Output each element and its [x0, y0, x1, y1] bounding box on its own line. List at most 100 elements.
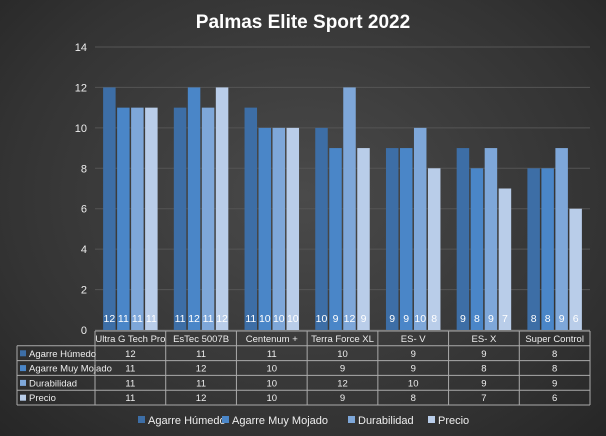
data-label: 11	[203, 313, 214, 325]
bar	[456, 148, 470, 330]
bar	[173, 107, 187, 331]
table-value: 11	[125, 364, 135, 375]
bar	[286, 127, 300, 330]
legend-key	[20, 379, 26, 386]
data-label: 9	[403, 313, 409, 325]
table-value: 12	[125, 349, 136, 360]
table-value: 9	[481, 378, 486, 389]
data-label: 12	[216, 313, 228, 325]
bar	[555, 148, 568, 330]
table-value: 8	[552, 349, 557, 360]
data-label: 6	[573, 313, 579, 325]
table-value: 10	[266, 393, 277, 404]
bar	[329, 148, 342, 330]
table-value: 6	[552, 393, 557, 404]
bar	[413, 127, 427, 330]
table-value: 7	[481, 393, 486, 404]
category-label: Centenum +	[246, 334, 298, 345]
data-label: 10	[259, 313, 271, 325]
data-label: 11	[175, 313, 186, 325]
legend-label: Agarre Húmedo	[148, 415, 226, 427]
legend-marker	[348, 416, 355, 423]
y-tick-label: 0	[81, 325, 87, 337]
table-value: 8	[481, 364, 486, 375]
table-value: 12	[196, 364, 207, 375]
legend-marker	[428, 416, 435, 423]
table-value: 11	[125, 378, 135, 389]
category-label: EsTec 5007B	[173, 334, 229, 345]
data-label: 11	[118, 313, 129, 325]
series-label: Agarre Muy Mojado	[29, 364, 112, 375]
table-value: 10	[408, 378, 419, 389]
category-label: Super Control	[525, 334, 584, 345]
bar	[498, 188, 512, 330]
legend-label: Agarre Muy Mojado	[232, 415, 328, 427]
data-label: 12	[188, 313, 200, 325]
table-value: 8	[411, 393, 416, 404]
legend-key	[20, 365, 26, 372]
bar	[569, 208, 582, 330]
table-value: 10	[337, 349, 348, 360]
table-value: 10	[266, 364, 277, 375]
bar	[272, 127, 286, 330]
table-value: 9	[481, 349, 486, 360]
legend-label: Precio	[438, 415, 469, 427]
data-label: 9	[460, 313, 466, 325]
legend-marker	[138, 416, 145, 423]
data-label: 7	[502, 313, 508, 325]
data-label: 9	[488, 313, 494, 325]
bar	[399, 148, 413, 330]
data-label: 8	[431, 313, 437, 325]
bar	[385, 148, 399, 330]
data-label: 10	[316, 313, 328, 325]
data-label: 9	[559, 313, 565, 325]
y-tick-label: 14	[75, 42, 87, 54]
bar	[258, 127, 272, 330]
table-value: 9	[552, 378, 557, 389]
legend-key	[20, 394, 26, 401]
bar	[201, 107, 215, 331]
data-label: 8	[474, 313, 480, 325]
y-tick-label: 10	[75, 123, 87, 135]
bar	[470, 168, 484, 330]
table-value: 12	[196, 393, 207, 404]
bar	[427, 168, 441, 330]
bar	[215, 87, 229, 330]
table-value: 9	[340, 393, 345, 404]
category-label: Ultra G Tech Pro	[95, 334, 165, 345]
table-value: 9	[411, 349, 416, 360]
data-label: 10	[414, 313, 426, 325]
data-label: 10	[287, 313, 299, 325]
category-label: ES- V	[401, 334, 426, 345]
bar	[103, 87, 116, 330]
table-value: 12	[337, 378, 348, 389]
y-tick-label: 2	[81, 285, 87, 297]
bar	[541, 168, 554, 330]
bar	[131, 107, 144, 331]
table-value: 9	[411, 364, 416, 375]
bar	[145, 107, 158, 331]
legend-key	[20, 350, 26, 357]
bar	[315, 127, 328, 330]
data-label: 8	[531, 313, 537, 325]
data-label: 12	[104, 313, 116, 325]
data-label: 10	[273, 313, 285, 325]
table-value: 11	[125, 393, 135, 404]
bar	[484, 148, 498, 330]
data-label: 12	[344, 313, 356, 325]
series-label: Durabilidad	[29, 378, 77, 389]
bar	[357, 148, 370, 330]
table-value: 9	[340, 364, 345, 375]
table-value: 8	[552, 364, 557, 375]
legend-marker	[222, 416, 229, 423]
bar	[343, 87, 356, 330]
y-tick-label: 12	[75, 82, 87, 94]
data-label: 11	[245, 313, 256, 325]
data-label: 9	[361, 313, 367, 325]
data-label: 9	[333, 313, 339, 325]
y-tick-label: 6	[81, 204, 87, 216]
y-tick-label: 4	[81, 244, 87, 256]
category-label: ES- X	[472, 334, 497, 345]
